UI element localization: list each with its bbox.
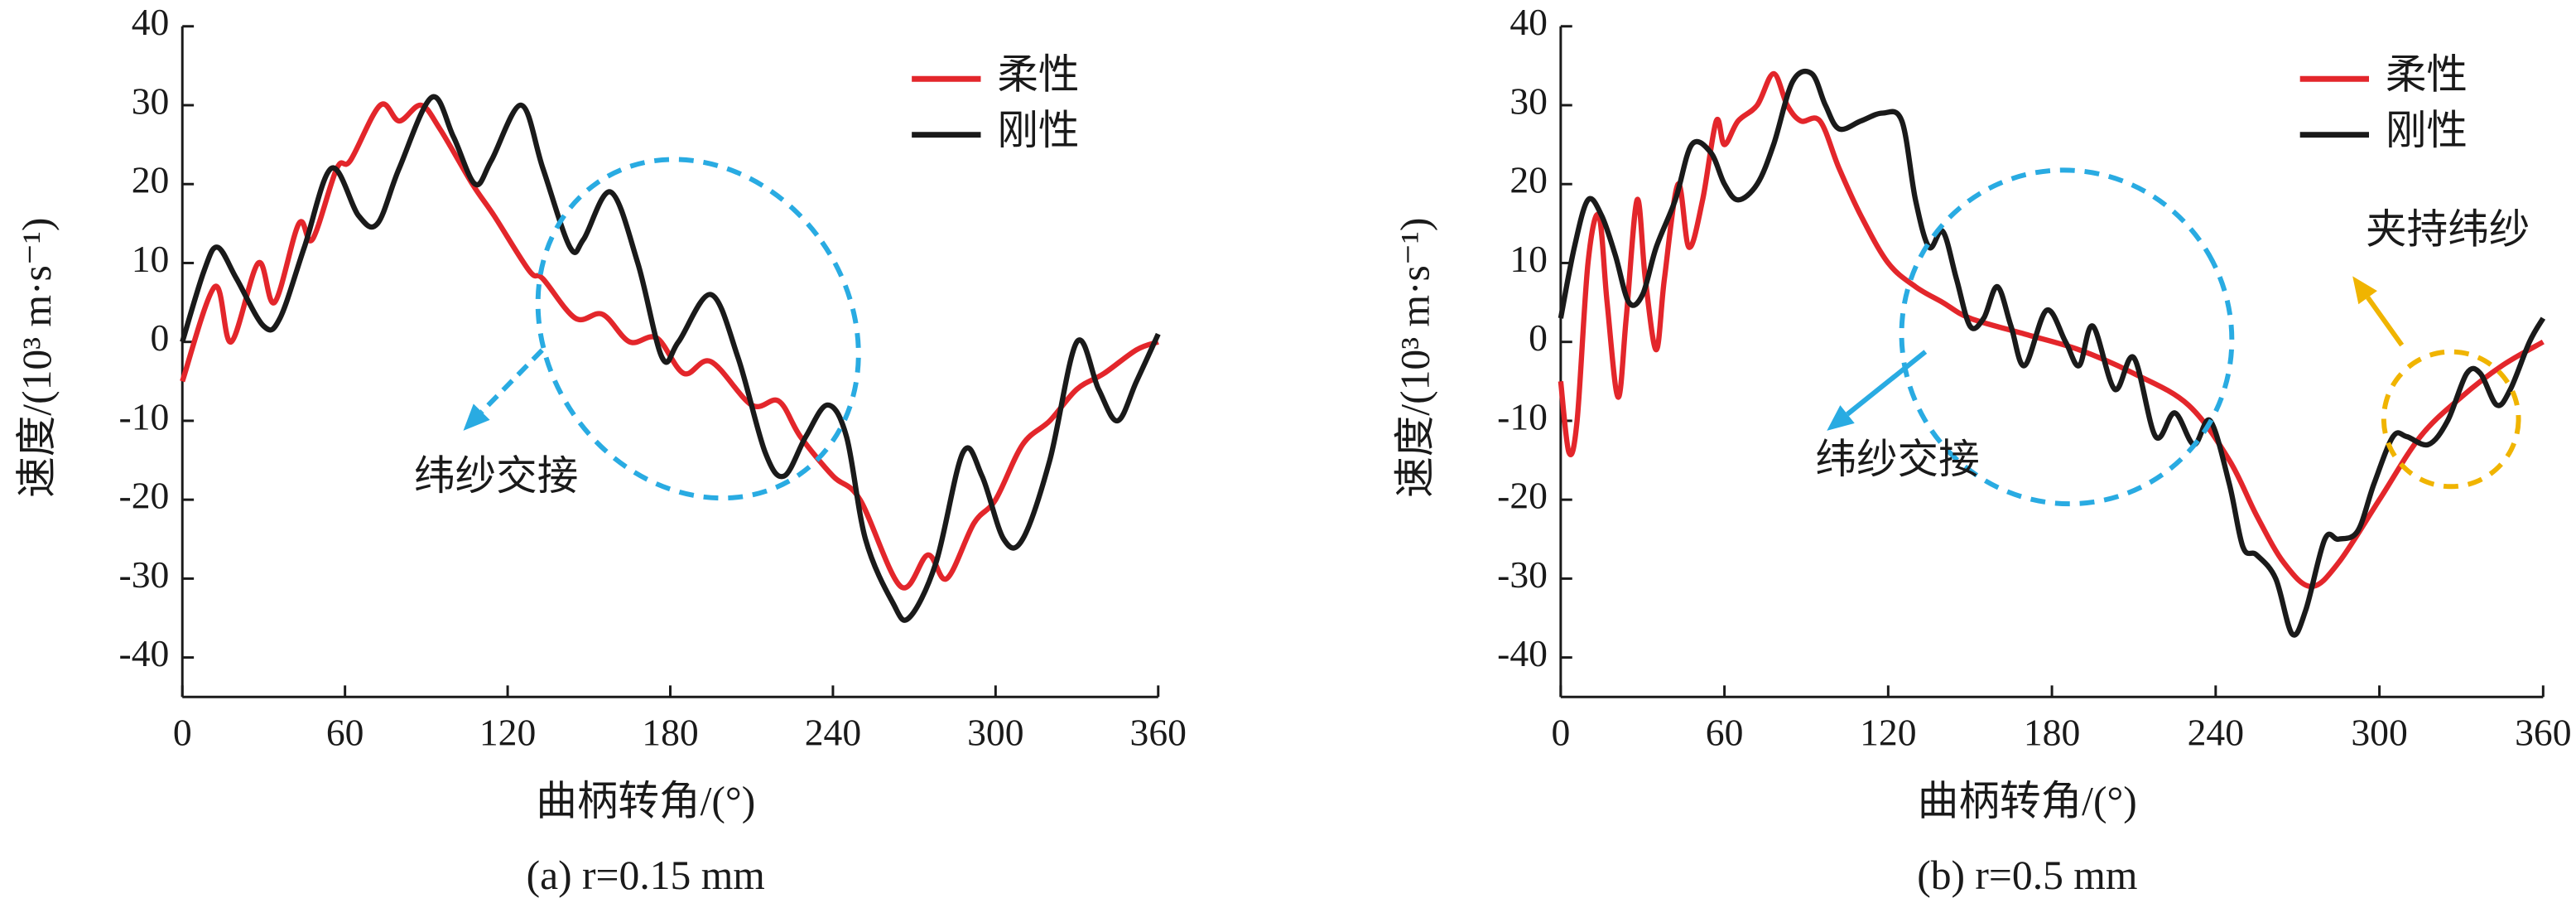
y-tick-label: 30 [1509, 80, 1548, 122]
x-tick-label: 240 [2188, 711, 2244, 753]
series-line [180, 94, 1161, 623]
x-tick-label: 60 [1706, 711, 1744, 753]
annotation-arrowhead [463, 403, 490, 431]
legend-label: 柔性 [2386, 52, 2468, 98]
y-tick-label: -30 [119, 553, 170, 596]
x-tick-label: 180 [2024, 711, 2080, 753]
annotation-ellipse [2381, 349, 2521, 490]
y-tick-label: -20 [119, 475, 170, 517]
legend-label: 刚性 [2386, 108, 2468, 153]
y-axis-title: 速度/(10³ m·s⁻¹) [14, 218, 60, 498]
y-tick-label: 10 [1509, 238, 1548, 280]
x-axis-title: 曲柄转角/(°) [536, 779, 755, 824]
series-line [1558, 68, 2546, 638]
x-tick-label: 60 [326, 711, 364, 753]
y-tick-label: -30 [1497, 553, 1548, 596]
y-axis-title: 速度/(10³ m·s⁻¹) [1393, 218, 1438, 498]
x-tick-label: 180 [642, 711, 698, 753]
legend-label: 柔性 [997, 52, 1079, 98]
y-tick-label: 40 [1509, 1, 1548, 43]
annotation-arrow [479, 348, 544, 414]
y-tick-label: -10 [1497, 395, 1548, 437]
series-line [180, 101, 1159, 591]
y-tick-label: -40 [1497, 632, 1548, 674]
annotation-label: 夹持纬纱 [2366, 205, 2530, 253]
x-tick-label: 300 [2351, 711, 2407, 753]
annotation-label: 纬纱交接 [414, 452, 578, 500]
y-tick-label: 30 [132, 80, 170, 122]
annotation-arrowhead [2352, 276, 2377, 305]
y-tick-label: -20 [1497, 475, 1548, 517]
annotation-label: 纬纱交接 [1815, 435, 1979, 483]
y-tick-label: 0 [1529, 316, 1548, 359]
annotation-arrow [2366, 296, 2405, 347]
x-tick-label: 0 [1551, 711, 1570, 753]
subtitle: (a) r=0.15 mm [527, 852, 765, 898]
annotation-arrowhead [1827, 405, 1855, 431]
x-tick-label: 360 [2515, 711, 2571, 753]
x-tick-label: 120 [1860, 711, 1916, 753]
y-tick-label: 20 [1509, 159, 1548, 201]
x-tick-label: 360 [1130, 711, 1187, 753]
legend-label: 刚性 [997, 108, 1079, 153]
x-tick-label: 0 [173, 711, 192, 753]
y-tick-label: 40 [132, 1, 170, 43]
x-tick-label: 240 [805, 711, 861, 753]
annotation-ellipse [1899, 167, 2235, 507]
x-axis-title: 曲柄转角/(°) [1918, 779, 2137, 824]
y-tick-label: -40 [119, 632, 170, 674]
y-tick-label: -10 [119, 395, 170, 437]
y-tick-label: 0 [151, 316, 170, 359]
x-tick-label: 300 [967, 711, 1023, 753]
x-tick-label: 120 [479, 711, 536, 753]
y-tick-label: 10 [132, 238, 170, 280]
annotation-ellipse [535, 157, 861, 501]
annotation-arrow [1846, 350, 1928, 417]
y-tick-label: 20 [132, 159, 170, 201]
subtitle: (b) r=0.5 mm [1917, 852, 2137, 898]
